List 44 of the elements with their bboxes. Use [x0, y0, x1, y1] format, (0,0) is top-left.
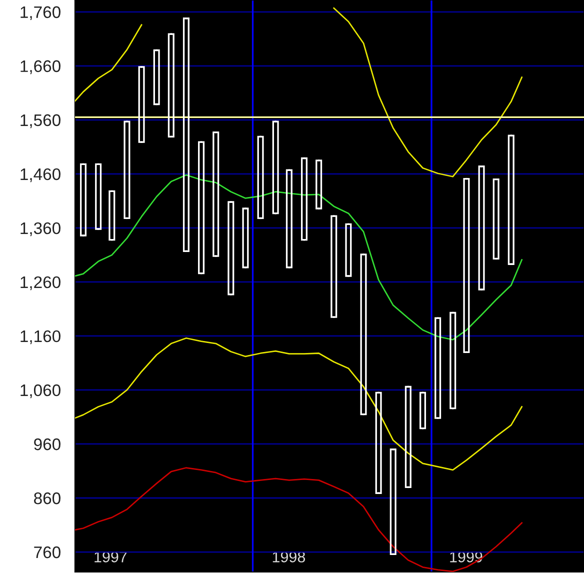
line-series: [75, 467, 523, 572]
candlestick: [300, 157, 308, 241]
candlestick: [95, 163, 102, 230]
candlestick: [257, 136, 264, 220]
candlestick: [508, 134, 514, 265]
candlestick: [316, 160, 322, 210]
y-tick-label: 860: [34, 492, 60, 504]
y-tick-label: 1,160: [20, 330, 60, 344]
candlestick: [492, 178, 500, 260]
candlestick: [198, 141, 205, 274]
candlestick: [138, 66, 145, 143]
candlestick: [434, 317, 442, 419]
candlestick: [390, 448, 396, 556]
candlestick: [360, 254, 367, 416]
candlestick: [345, 223, 352, 277]
candlestick: [153, 49, 160, 106]
candlestick: [228, 201, 234, 296]
y-tick-label: 960: [34, 438, 60, 450]
line-series: [75, 174, 523, 340]
candlestick: [182, 18, 190, 252]
y-tick-label: 1,460: [20, 168, 60, 182]
candlestick: [212, 131, 220, 257]
y-tick-label: 1,360: [20, 222, 60, 236]
y-tick-label: 1,560: [20, 114, 60, 128]
candlestick: [419, 392, 426, 430]
candlestick: [124, 120, 130, 220]
candlestick: [168, 33, 174, 138]
candlestick: [108, 190, 116, 241]
y-tick-label: 1,760: [20, 6, 60, 20]
y-tick-label: 1,660: [20, 60, 60, 74]
candlestick: [330, 215, 338, 318]
y-tick-label: 1,260: [20, 276, 60, 290]
candlestick: [242, 208, 249, 268]
candlestick: [478, 166, 485, 290]
candlestick: [404, 386, 412, 488]
candlestick: [375, 392, 382, 494]
line-series: [75, 337, 523, 471]
y-tick-label: 1,060: [20, 384, 60, 398]
candlestick: [286, 169, 292, 268]
candlestick: [463, 178, 470, 353]
y-tick-label: 760: [34, 546, 60, 558]
candlestick: [450, 312, 456, 410]
candlestick: [272, 120, 279, 214]
candlestick: [80, 163, 87, 236]
